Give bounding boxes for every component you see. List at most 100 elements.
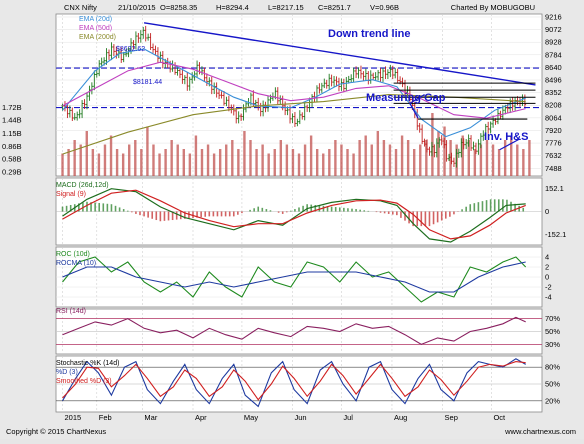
volume-bar <box>103 144 107 176</box>
rsi-line <box>62 316 526 346</box>
volume-bar <box>225 144 228 176</box>
roc-tick-label: 2 <box>545 263 549 272</box>
volume-bar <box>237 149 240 176</box>
legend-rsi: RSI (14d) <box>56 308 86 315</box>
legend-rocma: ROCMA (10) <box>56 260 96 267</box>
x-tick-label: Sep <box>445 413 458 422</box>
volume-bar <box>303 144 307 176</box>
volume-bar <box>158 153 161 176</box>
y-tick-label: 8064 <box>545 113 562 122</box>
volume-bar <box>115 149 119 176</box>
x-tick-label: Jun <box>294 413 306 422</box>
volume-bar <box>510 135 513 176</box>
volume-bar <box>382 140 386 176</box>
x-tick-label: Jul <box>343 413 353 422</box>
legend-roc: ROC (10d) <box>56 251 90 258</box>
volume-bar <box>267 153 270 176</box>
volume-bar <box>212 153 216 176</box>
down-trend-line <box>143 22 536 86</box>
volume-bar <box>73 140 76 176</box>
roc-tick-label: -2 <box>545 283 552 292</box>
volume-bar <box>400 135 404 176</box>
header-high: H=8294.4 <box>216 3 249 12</box>
header-volume: V=0.96B <box>370 3 399 12</box>
copyright: Copyright © 2015 ChartNexus <box>6 427 106 436</box>
roc-tick-label: 0 <box>545 273 549 282</box>
volume-bar <box>473 149 477 176</box>
stoch-tick-label: 50% <box>545 380 560 389</box>
legend-macd: MACD (26d,12d) <box>56 182 109 189</box>
volume-bar <box>419 144 422 176</box>
volume-bar <box>218 149 222 176</box>
level-label-8632: $8632.62 <box>116 46 145 53</box>
volume-bar <box>243 131 246 176</box>
volume-bar <box>97 153 101 176</box>
annotation-down-trend-line: Down trend line <box>328 28 411 40</box>
x-tick-label: Oct <box>493 413 506 422</box>
ema-line-1 <box>62 61 526 119</box>
volume-bar <box>309 135 313 176</box>
volume-bar <box>231 140 234 176</box>
volume-bar <box>485 140 489 176</box>
gap-arrow <box>409 94 425 119</box>
volume-bar <box>467 140 470 176</box>
x-tick-label: Apr <box>195 413 207 422</box>
y-tick-label: 8496 <box>545 76 562 85</box>
header-low: L=8217.15 <box>268 3 304 12</box>
volume-bar <box>176 144 179 176</box>
footer-site: www.chartnexus.com <box>504 427 576 436</box>
volume-bar <box>109 135 113 176</box>
volume-bar <box>328 149 331 176</box>
legend-ema200: EMA (200d) <box>79 34 116 41</box>
volume-bar <box>206 144 210 176</box>
y-tick-label: 7488 <box>545 164 562 173</box>
volume-bar <box>346 149 349 176</box>
legend-stochastic: Stochastic %K (14d) <box>56 360 119 367</box>
volume-tick-label: 0.86B <box>2 142 22 151</box>
volume-bar <box>67 149 70 176</box>
volume-tick-label: 1.72B <box>2 103 22 112</box>
legend-percent-d: %D (3) <box>56 369 78 376</box>
level-label-8181: $8181.44 <box>133 79 162 86</box>
rsi-tick-label: 50% <box>545 327 560 336</box>
volume-bar <box>291 149 295 176</box>
volume-bar <box>449 140 452 176</box>
x-tick-label: Aug <box>394 413 407 422</box>
volume-bar <box>85 131 88 176</box>
annotation-measuring-gap: Measuring Gap <box>366 92 446 104</box>
volume-bar <box>358 140 361 176</box>
volume-bar <box>152 144 155 176</box>
annotation-inv-hs: Inv. H&S <box>484 131 528 143</box>
volume-bar <box>364 135 367 176</box>
rocma-line <box>62 261 526 293</box>
hs-arrow <box>499 138 520 151</box>
volume-bar <box>146 126 149 176</box>
volume-bar <box>376 131 380 176</box>
x-tick-label: Feb <box>99 413 112 422</box>
volume-bar <box>503 140 507 176</box>
volume-bar <box>182 149 185 176</box>
stoch-smoothed-line <box>62 361 526 401</box>
volume-bar <box>479 144 483 176</box>
volume-bar <box>528 140 531 176</box>
legend-signal: Signal (9) <box>56 191 86 198</box>
roc-tick-label: -4 <box>545 293 552 302</box>
y-tick-label: 8640 <box>545 63 562 72</box>
volume-bar <box>261 144 264 176</box>
volume-bar <box>443 126 446 176</box>
header-date: 21/10/2015 <box>118 3 156 12</box>
stoch-d-line <box>62 358 526 408</box>
macd-tick-label: -152.1 <box>545 230 566 239</box>
rsi-tick-label: 70% <box>545 314 560 323</box>
volume-bar <box>79 144 82 176</box>
volume-bar <box>516 144 519 176</box>
instrument-name: CNX Nifty <box>64 3 97 12</box>
signal-line <box>62 189 526 240</box>
y-tick-label: 7920 <box>545 126 562 135</box>
volume-bar <box>164 149 167 176</box>
y-tick-label: 8928 <box>545 38 562 47</box>
volume-bar <box>273 149 276 176</box>
charted-by: Charted By MOBUGOBU <box>451 3 535 12</box>
stoch-tick-label: 20% <box>545 396 560 405</box>
